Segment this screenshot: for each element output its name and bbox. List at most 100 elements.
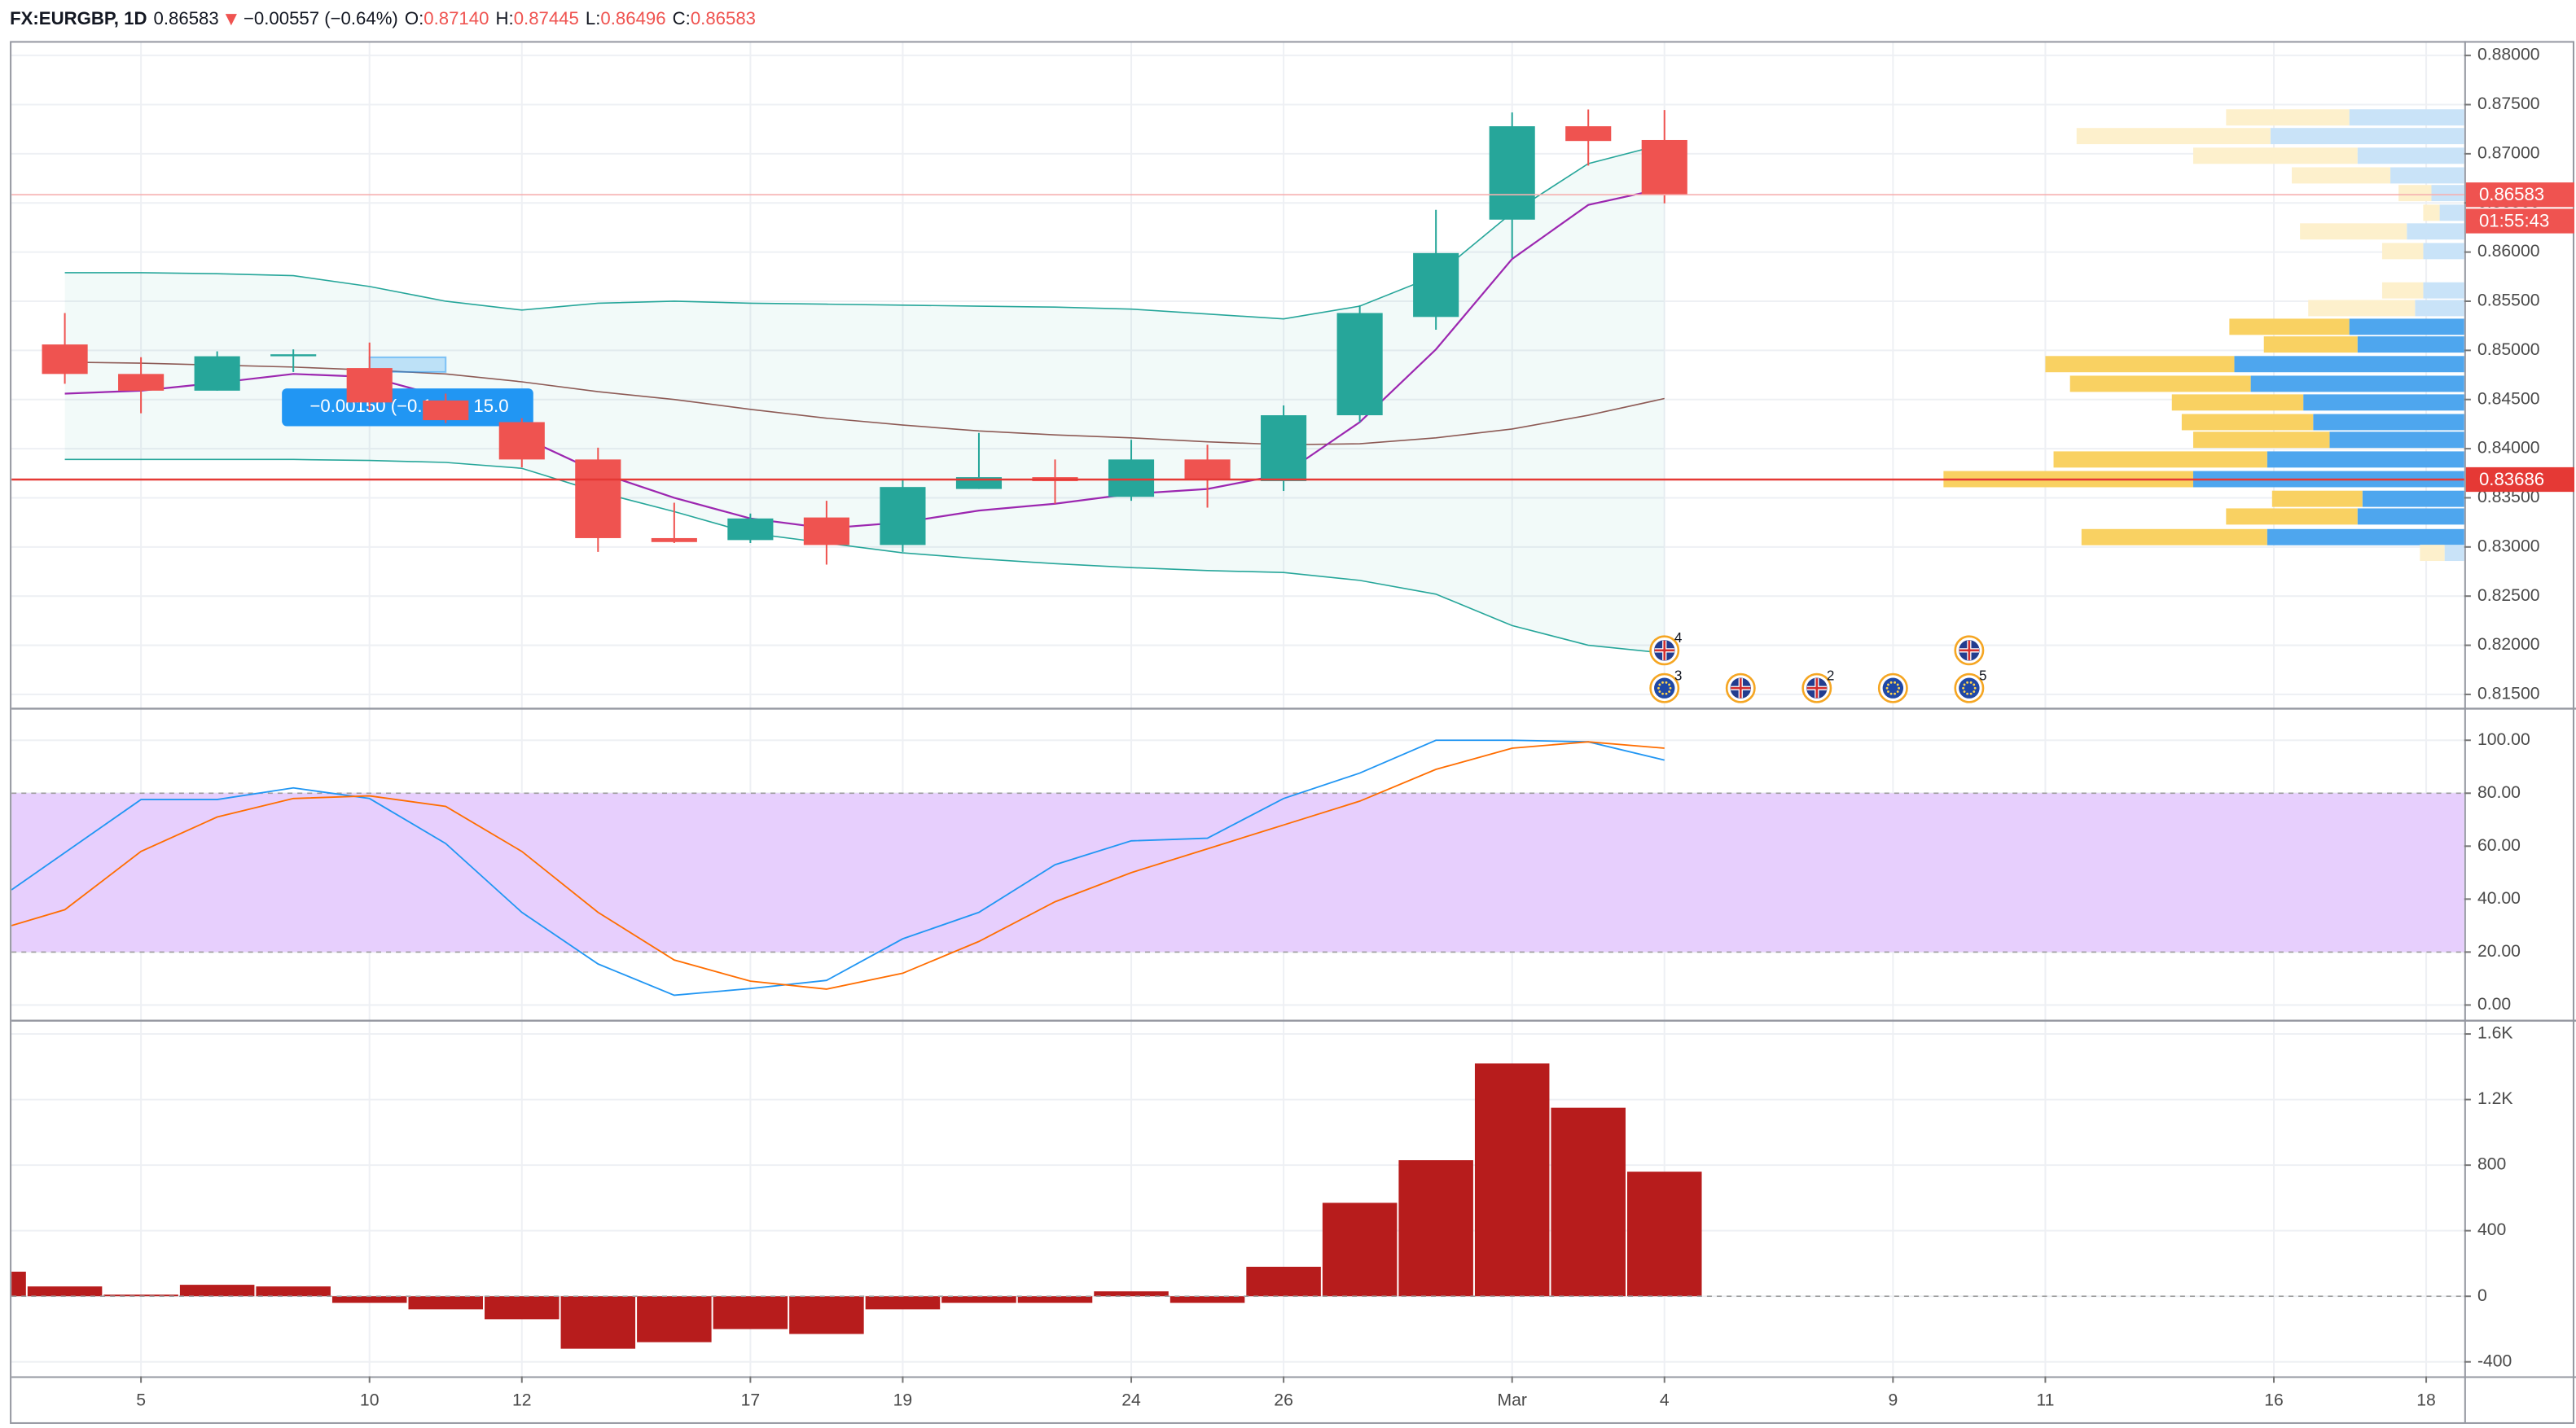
candle-body — [1108, 459, 1155, 497]
event-count: 2 — [1827, 668, 1835, 684]
bar — [1474, 1063, 1550, 1297]
change: −0.00557 (−0.64%) — [244, 8, 398, 28]
y-tick-label: -400 — [2477, 1351, 2512, 1370]
x-tick-label: 24 — [1121, 1391, 1141, 1409]
indicator-line — [64, 187, 1665, 530]
y-tick-label: 800 — [2477, 1155, 2506, 1174]
flag-star — [1887, 690, 1889, 693]
measure-label: 15.0 — [473, 396, 508, 416]
flag-star — [1661, 692, 1664, 695]
y-tick-label: 1.6K — [2477, 1024, 2513, 1043]
indicator-line — [64, 361, 1665, 446]
candle-body — [346, 368, 393, 403]
countdown-box — [2465, 208, 2574, 234]
event: 3 — [1649, 668, 1682, 703]
bar — [485, 1296, 560, 1320]
pane — [11, 1063, 2464, 1349]
event — [1954, 635, 1985, 666]
x-tick-label: 5 — [136, 1391, 146, 1409]
profile-down — [2300, 223, 2407, 240]
bar — [637, 1296, 712, 1343]
candle-body — [498, 422, 545, 460]
price-label-box — [2465, 182, 2574, 208]
profile-down — [2398, 185, 2432, 202]
profile-up — [2357, 508, 2464, 525]
candle-body — [42, 344, 88, 375]
profile-down — [2069, 375, 2251, 392]
y-tick-label: 0.87500 — [2477, 94, 2540, 113]
candle-body — [118, 374, 165, 391]
flag-star — [1658, 690, 1661, 693]
last-price: 0.86583 — [154, 8, 219, 28]
flag-star — [1889, 681, 1893, 684]
profile-down — [2192, 431, 2330, 449]
bar — [789, 1296, 864, 1334]
profile-up — [2250, 375, 2464, 392]
flag-star — [1963, 683, 1966, 686]
y-tick-label: 0.84500 — [2477, 389, 2540, 408]
candle-body — [270, 354, 317, 357]
bar — [865, 1296, 941, 1310]
indicator-line — [64, 143, 1665, 320]
flag-star — [1963, 690, 1966, 693]
profile-down — [2192, 147, 2358, 164]
profile-up — [2423, 282, 2464, 299]
ohlc-value: 0.87445 — [514, 8, 579, 28]
event: 4 — [1649, 629, 1683, 666]
header-right: −0.00557 (−0.64%) O:0.87140 H:0.87445 L:0.8… — [244, 8, 756, 28]
bar — [713, 1296, 788, 1329]
measure-label-box — [282, 388, 533, 427]
profile-down — [2229, 318, 2350, 335]
candle-body — [1413, 252, 1459, 318]
profile-up — [2234, 356, 2464, 373]
profile-up — [2303, 394, 2464, 411]
y-tick-label: 0.87000 — [2477, 143, 2540, 162]
profile-down — [2053, 451, 2267, 468]
profile-up — [2357, 147, 2464, 164]
y-tick-label: 60.00 — [2477, 836, 2521, 855]
flag-star — [1973, 686, 1977, 690]
flag-star — [1661, 681, 1664, 684]
profile-down — [2181, 414, 2314, 431]
flag-star — [1969, 681, 1973, 684]
pane — [11, 739, 2464, 997]
flag-star — [1898, 686, 1901, 690]
bar — [1170, 1296, 1245, 1303]
y-tick-label: 0.86000 — [2477, 242, 2540, 261]
x-tick-label: 16 — [2264, 1391, 2284, 1409]
y-tick-label: 100.00 — [2477, 730, 2530, 749]
series-line — [11, 741, 1665, 990]
profile-down — [2226, 109, 2350, 126]
candle-body — [1261, 415, 1307, 481]
flag-star — [1973, 683, 1976, 686]
event — [1725, 672, 1756, 703]
flag-star — [1887, 683, 1889, 686]
profile-up — [2444, 545, 2464, 562]
candle-body — [423, 400, 469, 421]
candle-body — [880, 487, 926, 545]
candle-body — [803, 517, 849, 545]
bar — [331, 1296, 407, 1303]
y-tick-label: 0.83500 — [2477, 488, 2540, 506]
profile-down — [2226, 508, 2358, 525]
bar — [1322, 1202, 1398, 1297]
x-tick-label: 4 — [1660, 1391, 1670, 1409]
event-count: 5 — [1979, 668, 1987, 684]
flag-star — [1668, 690, 1671, 693]
y-tick-label: 400 — [2477, 1220, 2506, 1239]
flag-star — [1894, 692, 1897, 695]
candle-body — [651, 537, 697, 542]
profile-up — [2431, 185, 2464, 202]
candle-body — [1641, 139, 1687, 195]
y-tick-label: 40.00 — [2477, 889, 2521, 908]
bar — [408, 1296, 484, 1310]
profile-up — [2313, 414, 2464, 431]
y-tick-label: 0 — [2477, 1286, 2487, 1305]
x-tick-label: Mar — [1497, 1391, 1526, 1409]
candle-body — [1489, 126, 1535, 220]
profile-down — [2381, 282, 2424, 299]
flag-star — [1669, 686, 1672, 690]
x-tick-label: 9 — [1888, 1391, 1898, 1409]
x-tick-label: 18 — [2416, 1391, 2436, 1409]
